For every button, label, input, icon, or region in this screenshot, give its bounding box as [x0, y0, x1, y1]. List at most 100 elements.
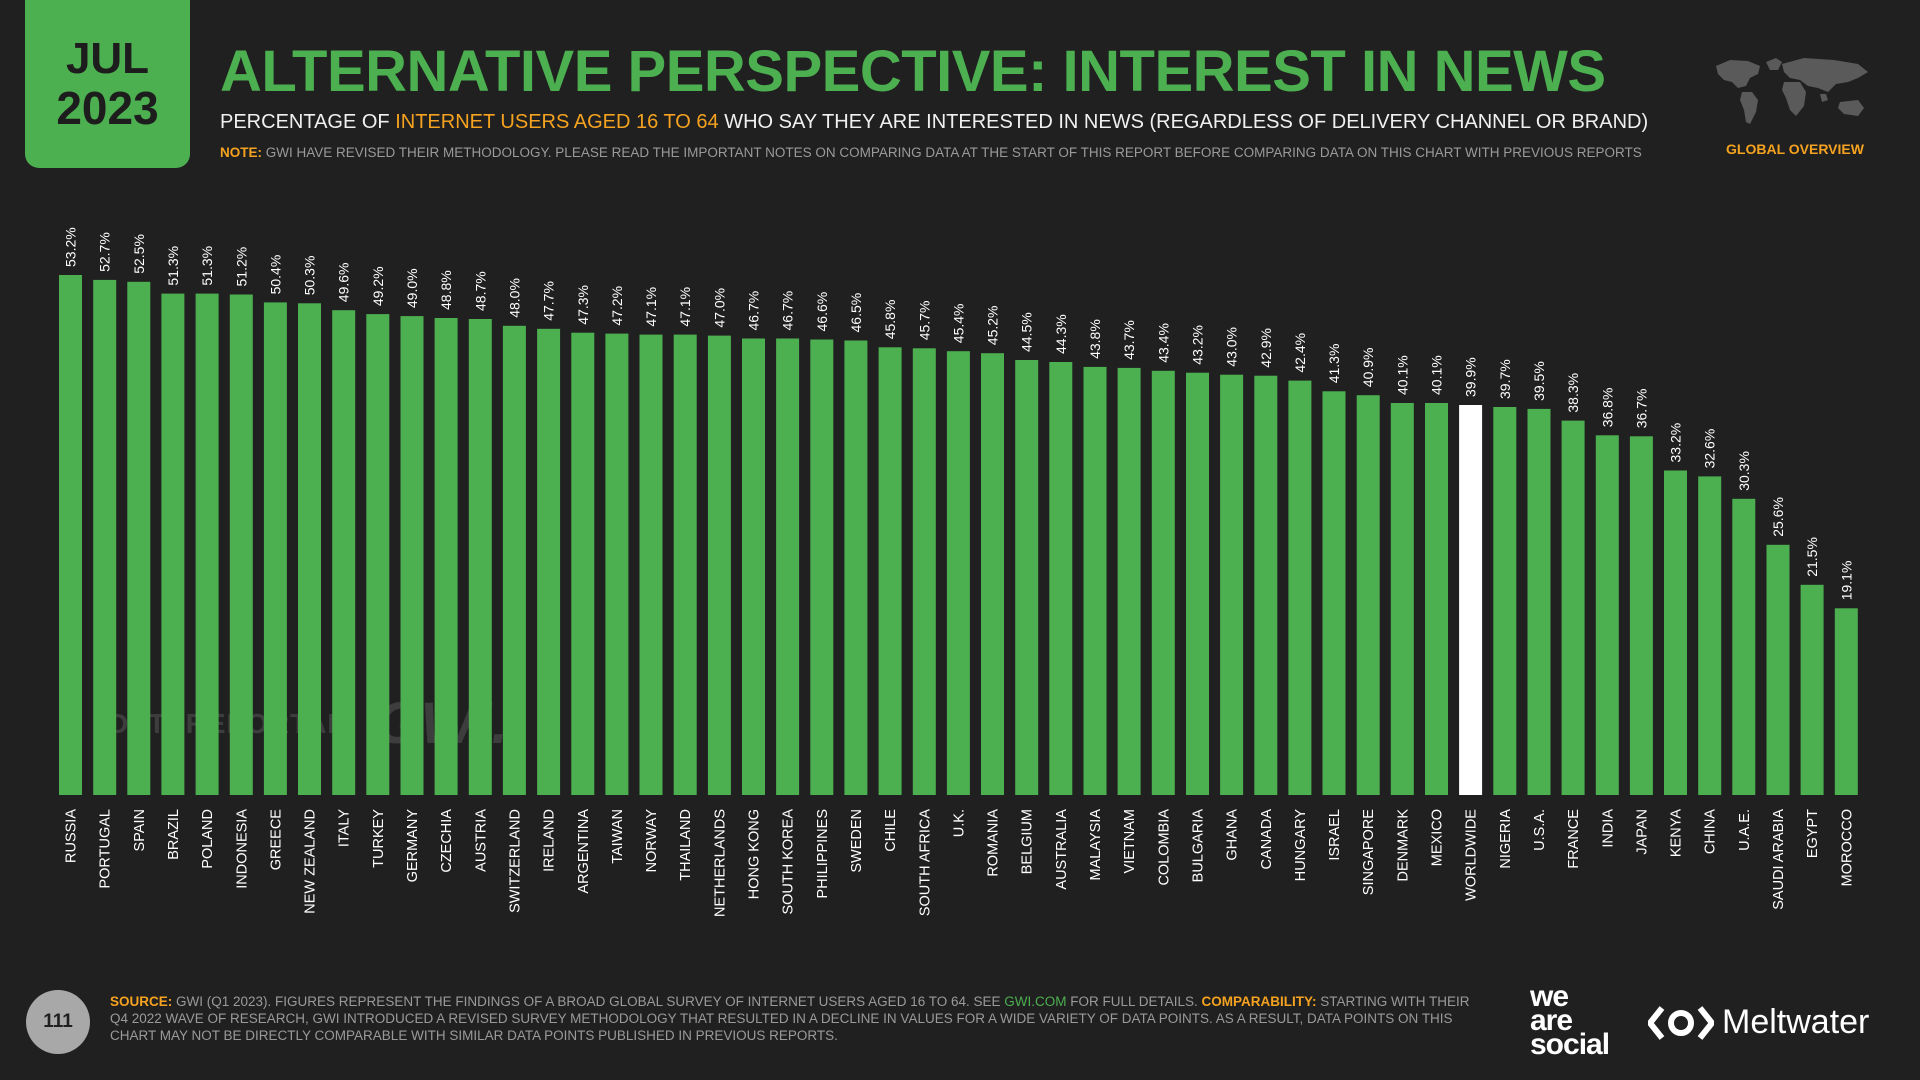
- category-label: SOUTH AFRICA: [917, 809, 933, 916]
- value-label: 47.2%: [609, 286, 625, 326]
- bar-germany: [400, 316, 424, 795]
- category-label: CHILE: [883, 809, 899, 852]
- category-label: HUNGARY: [1293, 809, 1309, 882]
- category-label: TAIWAN: [610, 809, 626, 864]
- value-label: 43.7%: [1121, 320, 1137, 360]
- bar-nigeria: [1493, 407, 1517, 795]
- bar-russia: [59, 275, 82, 795]
- category-label: CZECHIA: [439, 809, 455, 873]
- bar-u-s-a: [1527, 408, 1551, 795]
- value-label: 49.2%: [370, 266, 386, 306]
- bar-hong-kong: [742, 338, 765, 795]
- bar-vietnam: [1117, 367, 1141, 795]
- subtitle-pre: PERCENTAGE OF: [220, 111, 396, 133]
- category-label: FRANCE: [1566, 809, 1582, 869]
- value-label: 47.0%: [711, 288, 727, 328]
- category-label: PORTUGAL: [98, 809, 114, 889]
- bar-argentina: [571, 332, 595, 795]
- category-label: VIETNAM: [1122, 809, 1138, 873]
- bar-denmark: [1390, 403, 1414, 795]
- value-label: 33.2%: [1668, 423, 1684, 463]
- bar-mexico: [1425, 403, 1448, 795]
- bar-malaysia: [1083, 366, 1107, 795]
- bar-egypt: [1800, 584, 1824, 795]
- value-label: 19.1%: [1838, 561, 1854, 601]
- category-label: IRELAND: [542, 809, 558, 872]
- value-label: 45.2%: [985, 305, 1001, 345]
- value-label: 51.2%: [233, 247, 249, 287]
- bar-south-africa: [912, 348, 936, 795]
- category-label: ROMANIA: [986, 809, 1002, 877]
- source-link[interactable]: GWI.COM: [1004, 994, 1067, 1009]
- bar-netherlands: [707, 335, 731, 795]
- bar-australia: [1049, 362, 1073, 795]
- category-label: MALAYSIA: [1088, 809, 1104, 881]
- category-label: SWEDEN: [849, 809, 865, 873]
- bar-portugal: [93, 279, 117, 795]
- bar-france: [1561, 420, 1585, 795]
- category-label: NIGERIA: [1498, 809, 1514, 869]
- bar-thailand: [673, 334, 697, 795]
- bar-saudi-arabia: [1766, 544, 1790, 795]
- bar-u-k: [946, 351, 970, 795]
- value-label: 47.1%: [643, 287, 659, 327]
- category-label: GERMANY: [405, 809, 421, 883]
- bar-taiwan: [605, 333, 629, 795]
- date-year: 2023: [56, 82, 159, 134]
- category-label: KENYA: [1669, 809, 1685, 857]
- bar-poland: [195, 293, 219, 795]
- world-map-icon: [1716, 58, 1868, 124]
- value-label: 40.1%: [1394, 355, 1410, 395]
- bar-israel: [1322, 391, 1346, 795]
- bar-china: [1698, 476, 1722, 795]
- category-label: CHINA: [1703, 809, 1719, 854]
- category-label: MOROCCO: [1839, 809, 1855, 886]
- category-label: SWITZERLAND: [508, 809, 524, 913]
- bar-bulgaria: [1186, 372, 1209, 795]
- bar-greece: [263, 302, 287, 795]
- value-label: 50.3%: [302, 256, 318, 296]
- bar-norway: [639, 334, 663, 795]
- category-label: JAPAN: [1634, 809, 1650, 855]
- bar-japan: [1629, 436, 1653, 795]
- bar-colombia: [1151, 370, 1175, 795]
- value-label: 47.7%: [541, 281, 557, 321]
- value-label: 42.4%: [1292, 333, 1308, 373]
- meltwater-wordmark: Meltwater: [1722, 1003, 1870, 1041]
- value-label: 36.8%: [1599, 388, 1615, 428]
- bar-morocco: [1834, 608, 1858, 795]
- bar-philippines: [810, 339, 834, 795]
- category-label: U.A.E.: [1737, 809, 1753, 851]
- value-label: 52.7%: [97, 232, 113, 272]
- date-month: JUL: [65, 34, 150, 83]
- bar-u-a-e: [1732, 498, 1756, 795]
- value-label: 21.5%: [1804, 537, 1820, 577]
- bar-sweden: [844, 340, 868, 795]
- category-label: GREECE: [268, 809, 284, 871]
- bar-indonesia: [229, 294, 253, 795]
- value-label: 38.3%: [1565, 373, 1581, 413]
- bar-canada: [1254, 375, 1278, 795]
- category-label: BULGARIA: [1191, 809, 1207, 883]
- value-label: 39.9%: [1463, 357, 1479, 397]
- category-label: NEW ZEALAND: [303, 809, 319, 914]
- value-label: 39.7%: [1497, 359, 1513, 399]
- category-label: THAILAND: [678, 809, 694, 881]
- bar-romania: [981, 353, 1004, 795]
- comparability-label: COMPARABILITY:: [1201, 994, 1317, 1009]
- value-label: 49.0%: [404, 268, 420, 308]
- value-label: 30.3%: [1736, 451, 1752, 491]
- note-text: GWI HAVE REVISED THEIR METHODOLOGY. PLEA…: [262, 145, 1642, 160]
- bar-belgium: [1015, 360, 1039, 795]
- value-label: 45.4%: [950, 303, 966, 343]
- bar-spain: [127, 281, 151, 795]
- category-label: ARGENTINA: [576, 809, 592, 894]
- bar-south-korea: [776, 338, 800, 795]
- value-label: 51.3%: [165, 246, 181, 286]
- category-label: CANADA: [1259, 809, 1275, 870]
- methodology-note: NOTE: GWI HAVE REVISED THEIR METHODOLOGY…: [220, 145, 1642, 160]
- value-label: 46.5%: [848, 293, 864, 333]
- bar-singapore: [1356, 395, 1380, 795]
- category-label: POLAND: [200, 809, 216, 869]
- category-label: NORWAY: [644, 809, 660, 873]
